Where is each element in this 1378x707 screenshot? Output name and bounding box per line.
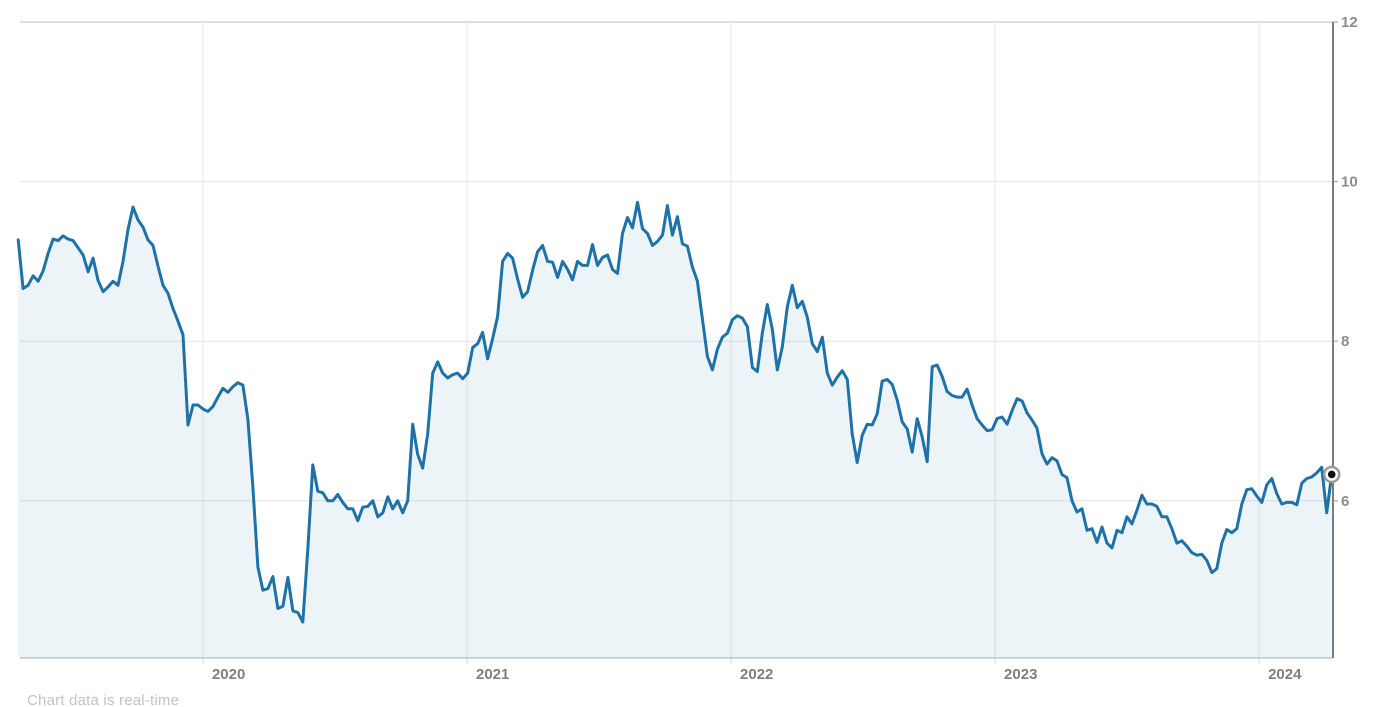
y-axis-label: 12 xyxy=(1341,14,1358,31)
x-axis-label: 2022 xyxy=(740,666,773,683)
x-axis-label: 2021 xyxy=(476,666,509,683)
price-area xyxy=(18,202,1332,659)
x-axis-label: 2020 xyxy=(212,666,245,683)
latest-point-marker-dot xyxy=(1327,470,1336,479)
y-axis-label: 10 xyxy=(1341,174,1358,191)
x-axis-label: 2023 xyxy=(1004,666,1037,683)
y-axis-label: 6 xyxy=(1341,493,1349,510)
y-axis-label: 8 xyxy=(1341,333,1349,350)
x-axis-label: 2024 xyxy=(1268,666,1302,683)
price-line xyxy=(16,200,1334,624)
chart-footnote: Chart data is real-time xyxy=(27,692,180,707)
